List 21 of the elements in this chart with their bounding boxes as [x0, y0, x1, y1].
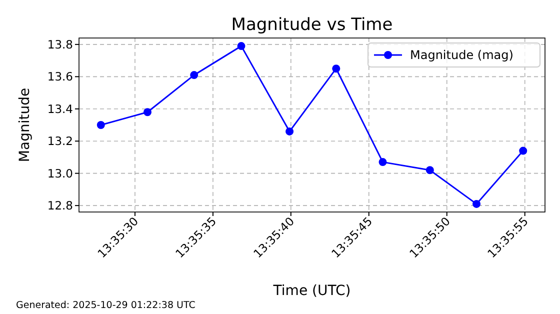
- point: [96, 121, 105, 129]
- y-tick-label: 13.6: [47, 70, 73, 84]
- y-tick-label: 13.0: [47, 166, 73, 180]
- point: [143, 108, 152, 116]
- legend-label: Magnitude (mag): [410, 48, 514, 62]
- point: [286, 127, 294, 136]
- y-tick-label: 13.4: [47, 102, 73, 116]
- y-tick-label: 13.2: [47, 134, 73, 148]
- point: [237, 42, 246, 50]
- y-axis-title: Magnitude: [17, 88, 33, 162]
- y-tick-label: 12.8: [47, 198, 73, 213]
- point: [426, 166, 434, 174]
- y-tick-label: 13.8: [47, 37, 73, 52]
- point: [472, 200, 481, 208]
- text: Generated: 2025-10-29 01:22:38 UTC: [16, 300, 196, 311]
- point: [190, 71, 198, 80]
- point: [378, 158, 387, 166]
- chart-title: Magnitude vs Time: [231, 15, 393, 35]
- x-axis-title: Time (UTC): [272, 283, 351, 299]
- point: [519, 146, 528, 155]
- point: [332, 64, 340, 73]
